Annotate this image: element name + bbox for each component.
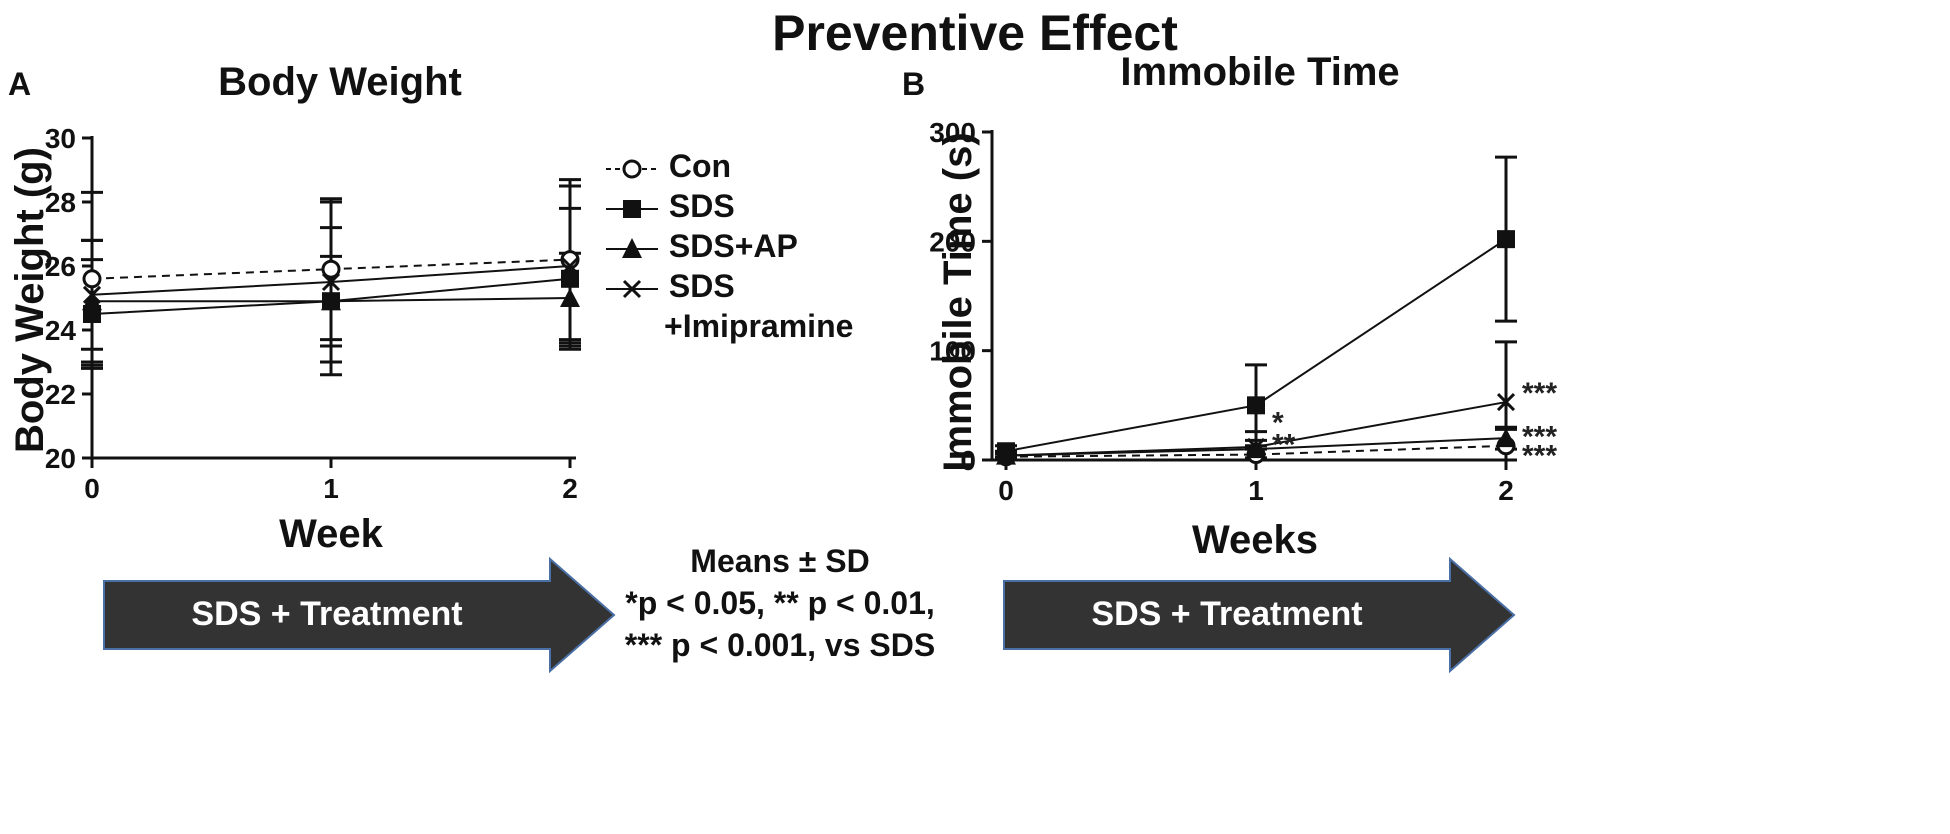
stats-line-3: *** p < 0.001, vs SDS xyxy=(624,627,936,663)
x-tick-label: 0 xyxy=(84,473,100,504)
legend-item-con: Con xyxy=(604,146,904,186)
panel-b-letter: B xyxy=(902,66,926,102)
treatment-arrow-a xyxy=(103,556,616,674)
y-tick-label: 22 xyxy=(45,379,76,410)
legend-label-sds-ap: SDS+AP xyxy=(668,228,798,264)
panel-a-letter: A xyxy=(8,66,32,102)
y-tick-label: 200 xyxy=(929,226,976,257)
x-marker-icon xyxy=(606,279,658,298)
significance-annotation: *** xyxy=(1522,377,1557,410)
legend-label-con: Con xyxy=(668,148,732,184)
body-weight-chart: 20 22 24 26 28 30 0 1 2 xyxy=(45,123,581,504)
legend-item-sds-imipramine: SDS xyxy=(604,266,904,306)
x-tick-label: 1 xyxy=(323,473,339,504)
y-tick-label: 28 xyxy=(45,187,76,218)
y-tick-label: 24 xyxy=(45,315,77,346)
data-point-sds-imipramine xyxy=(82,285,102,304)
significance-annotation: * xyxy=(1272,406,1284,439)
y-tick-label: 100 xyxy=(929,336,976,367)
significance-annotation: *** xyxy=(1522,421,1557,454)
stats-line-1: Means ± SD xyxy=(690,543,870,579)
arrow-a-label: SDS + Treatment xyxy=(191,595,463,633)
stats-note: Means ± SD *p < 0.05, ** p < 0.01, *** p… xyxy=(590,540,970,666)
data-point-con xyxy=(321,259,341,279)
legend-item-imipramine-continued: +Imipramine xyxy=(604,306,904,346)
legend-item-sds-ap: SDS+AP xyxy=(604,226,904,266)
x-tick-label: 1 xyxy=(1248,475,1264,506)
filled-square-marker-icon xyxy=(606,199,658,218)
data-point-sds xyxy=(561,269,579,288)
treatment-arrow-b xyxy=(1003,556,1516,674)
x-tick-label: 2 xyxy=(1498,475,1514,506)
legend-label-sds: SDS xyxy=(668,188,735,224)
panel-b-title: Immobile Time xyxy=(1120,50,1400,94)
stats-line-2: *p < 0.05, ** p < 0.01, xyxy=(625,585,935,621)
y-tick-label: 30 xyxy=(45,123,76,154)
legend-item-sds: SDS xyxy=(604,186,904,226)
data-point-sds xyxy=(1247,396,1265,415)
y-tick-label: 0 xyxy=(960,445,976,476)
y-tick-label: 300 xyxy=(929,117,976,148)
y-tick-label: 26 xyxy=(45,251,76,282)
data-point-sds-imipramine xyxy=(560,256,580,276)
data-point-sds-imipramine xyxy=(996,446,1016,465)
x-tick-label: 2 xyxy=(562,473,578,504)
significance-annotation: *** xyxy=(1522,439,1557,472)
filled-triangle-marker-icon xyxy=(606,237,658,258)
y-tick-label: 20 xyxy=(45,443,76,474)
data-point-sds-imipramine xyxy=(321,272,341,292)
data-point-sds-ap xyxy=(1496,428,1516,448)
data-point-sds-ap xyxy=(82,291,102,311)
panel-a-xlabel: Week xyxy=(279,512,383,556)
data-point-sds-imipramine xyxy=(1246,437,1266,456)
panel-b-xlabel: Weeks xyxy=(1191,518,1318,562)
figure-title: Preventive Effect xyxy=(772,5,1178,61)
data-point-sds xyxy=(1497,230,1515,249)
legend-label-imipramine: +Imipramine xyxy=(664,308,854,344)
panel-a-title: Body Weight xyxy=(218,60,462,104)
legend-label-sds-imipramine: SDS xyxy=(668,268,735,304)
data-point-sds-imipramine xyxy=(1496,392,1516,412)
data-point-con xyxy=(82,269,102,289)
x-tick-label: 0 xyxy=(998,475,1014,506)
data-point-sds-ap xyxy=(321,291,341,311)
data-point-sds-ap xyxy=(560,288,580,307)
significance-annotation: ** xyxy=(1272,428,1296,461)
open-circle-marker-icon xyxy=(606,159,658,179)
arrow-b-label: SDS + Treatment xyxy=(1091,595,1363,633)
legend: Con SDS SDS+AP SDS +Imipramine xyxy=(604,146,904,346)
